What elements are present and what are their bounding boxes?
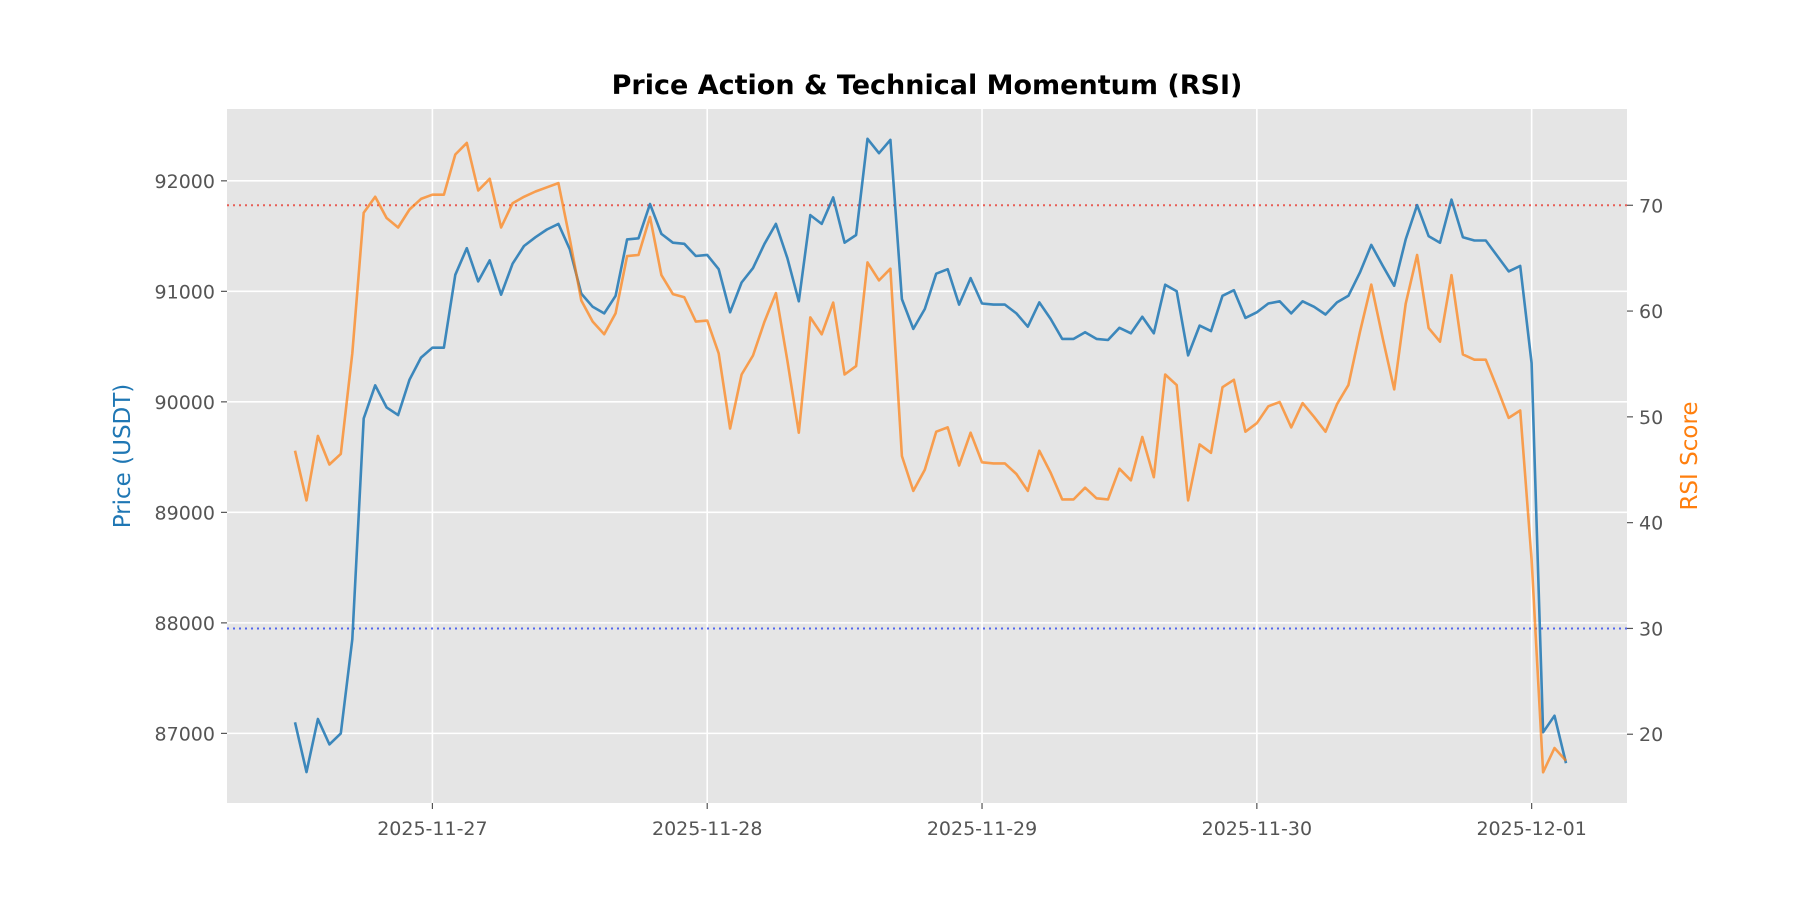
series-lines (293, 137, 1568, 774)
y-tick-label-right: 40 (1639, 513, 1663, 535)
y-axis-label-left: Price (USDT) (110, 384, 136, 529)
plot-area (227, 109, 1627, 803)
y-tick-label-left: 89000 (155, 502, 215, 524)
y-tick-label-right: 30 (1639, 618, 1663, 640)
y-tick-label-left: 88000 (155, 613, 215, 635)
tick-labels: 2025-11-27 2025-11-28 2025-11-29 2025-11-30… (155, 171, 1664, 840)
y-tick-label-left: 90000 (155, 392, 215, 414)
y-tick-label-right: 20 (1639, 724, 1663, 746)
x-tick-label: 2025-11-29 (927, 818, 1037, 840)
y-axis-label-right: RSI Score (1677, 401, 1703, 510)
price-series-line (293, 137, 1568, 774)
y-tick-label-left: 91000 (155, 281, 215, 303)
grid (227, 109, 1627, 803)
rsi-series-line (293, 141, 1567, 774)
y-tick-label-left: 92000 (155, 171, 215, 193)
x-tick-label: 2025-11-27 (377, 818, 487, 840)
chart-title: Price Action & Technical Momentum (RSI) (612, 70, 1243, 101)
y-tick-label-right: 60 (1639, 301, 1663, 323)
x-tick-label: 2025-11-28 (652, 818, 762, 840)
x-tick-label: 2025-11-30 (1202, 818, 1312, 840)
y-tick-label-right: 50 (1639, 407, 1663, 429)
y-tick-label-left: 87000 (155, 723, 215, 745)
x-tick-label: 2025-12-01 (1476, 818, 1586, 840)
y-tick-label-right: 70 (1639, 195, 1663, 217)
